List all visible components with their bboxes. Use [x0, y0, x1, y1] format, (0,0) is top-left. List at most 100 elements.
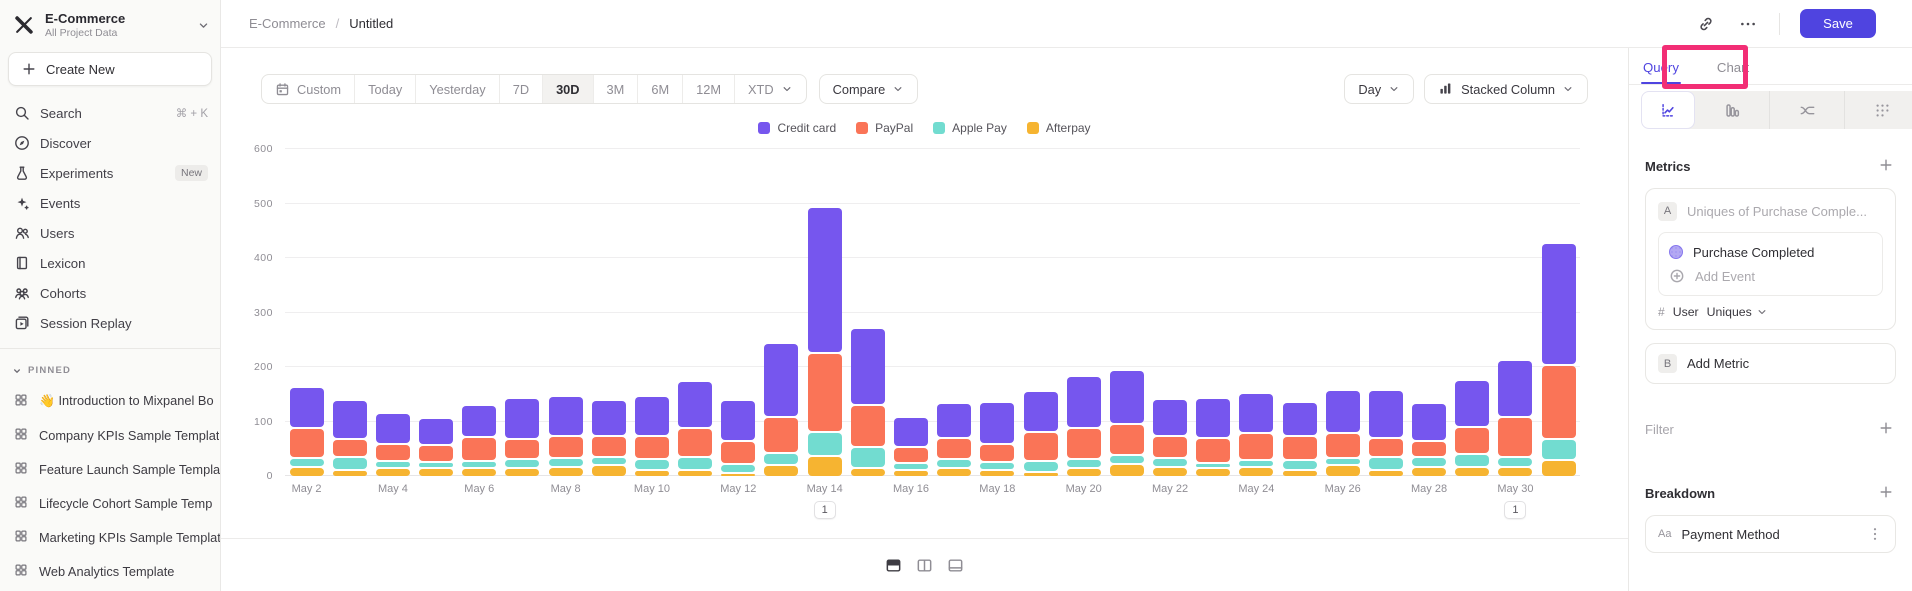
legend-item-paypal[interactable]: PayPal: [856, 121, 913, 135]
range-label: 7D: [512, 81, 530, 97]
bar-may-28[interactable]: [1412, 404, 1447, 476]
bar-may-20[interactable]: [1066, 377, 1101, 476]
link-icon[interactable]: [1695, 13, 1717, 35]
pinned-board-company-kpis[interactable]: Company KPIs Sample Templat: [0, 418, 220, 452]
bar-may-6[interactable]: [462, 406, 497, 476]
kebab-menu-icon[interactable]: [1867, 526, 1883, 542]
badge-slot-may-12: [717, 501, 760, 523]
bar-may-17[interactable]: [937, 404, 972, 476]
bar-may-31[interactable]: [1541, 244, 1576, 476]
bar-may-29[interactable]: [1455, 381, 1490, 476]
sidebar-item-label: Lexicon: [40, 255, 86, 271]
granularity-dropdown[interactable]: Day: [1344, 74, 1415, 104]
metric-a-name-row[interactable]: A Uniques of Purchase Comple...: [1658, 199, 1883, 223]
report-type-flow[interactable]: [1770, 91, 1845, 129]
bar-may-21[interactable]: [1109, 371, 1144, 476]
bar-may-23[interactable]: [1196, 399, 1231, 476]
pinned-section-header[interactable]: PINNED: [0, 359, 220, 384]
sidebar-item-discover[interactable]: Discover: [0, 128, 220, 158]
pinned-board-feature-launch[interactable]: Feature Launch Sample Templa: [0, 452, 220, 486]
query-panel: Query Chart Metrics A Uniques of Purchas…: [1628, 48, 1912, 591]
range-30d[interactable]: 30D: [543, 75, 594, 103]
bar-may-30[interactable]: [1498, 361, 1533, 476]
compare-button[interactable]: Compare: [818, 74, 919, 104]
pinned-board-intro-board[interactable]: 👋 Introduction to Mixpanel Bo: [0, 384, 220, 418]
bar-may-22[interactable]: [1153, 400, 1188, 476]
bar-may-10[interactable]: [634, 397, 669, 476]
bar-may-5[interactable]: [419, 419, 454, 476]
legend-item-credit-card[interactable]: Credit card: [758, 121, 836, 135]
legend-item-afterpay[interactable]: Afterpay: [1026, 121, 1091, 135]
save-button[interactable]: Save: [1800, 9, 1876, 38]
report-type-insights[interactable]: [1641, 91, 1695, 129]
pinned-board-lifecycle-cohort[interactable]: Lifecycle Cohort Sample Temp: [0, 486, 220, 520]
bar-may-27[interactable]: [1368, 391, 1403, 476]
tab-chart[interactable]: Chart: [1716, 60, 1750, 75]
range-yesterday[interactable]: Yesterday: [416, 75, 500, 103]
bar-may-7[interactable]: [505, 399, 540, 476]
sidebar-item-experiments[interactable]: Experiments New: [0, 158, 220, 188]
y-tick-label: 200: [253, 361, 273, 373]
tab-query[interactable]: Query: [1641, 60, 1681, 84]
chart-type-dropdown[interactable]: Stacked Column: [1424, 74, 1588, 104]
bar-may-3[interactable]: [332, 401, 367, 476]
legend-item-apple-pay[interactable]: Apple Pay: [933, 121, 1007, 135]
sidebar-item-cohorts[interactable]: Cohorts: [0, 278, 220, 308]
add-breakdown-plus-icon[interactable]: [1878, 484, 1896, 502]
more-icon[interactable]: [1737, 13, 1759, 35]
pinned-header-label: PINNED: [28, 365, 72, 376]
range-12m[interactable]: 12M: [683, 75, 736, 103]
report-type-funnel[interactable]: [1695, 91, 1770, 129]
create-new-button[interactable]: Create New: [8, 52, 212, 86]
breadcrumb-page-title[interactable]: Untitled: [349, 16, 394, 31]
bar-may-15[interactable]: [850, 329, 885, 476]
layout-split-horizontal-button[interactable]: [883, 554, 905, 576]
bar-may-2[interactable]: [289, 388, 324, 476]
event-row[interactable]: Purchase Completed: [1669, 240, 1872, 264]
bar-may-16[interactable]: [893, 418, 928, 476]
bar-may-26[interactable]: [1325, 391, 1360, 476]
sidebar-item-users[interactable]: Users: [0, 218, 220, 248]
x-tick-may-17: [933, 483, 976, 495]
entity-selector[interactable]: User: [1672, 305, 1699, 319]
report-type-retention[interactable]: [1845, 91, 1912, 129]
range-today[interactable]: Today: [355, 75, 417, 103]
sidebar: E-Commerce All Project Data Create New S…: [0, 0, 221, 591]
sidebar-item-events[interactable]: Events: [0, 188, 220, 218]
add-filter-plus-icon[interactable]: [1878, 420, 1896, 438]
bar-may-14[interactable]: [807, 208, 842, 476]
bar-may-13[interactable]: [764, 344, 799, 476]
bar-may-4[interactable]: [375, 414, 410, 476]
project-switcher[interactable]: E-Commerce All Project Data: [0, 0, 220, 48]
bar-may-9[interactable]: [591, 401, 626, 476]
layout-split-vertical-button[interactable]: [914, 554, 936, 576]
range-custom[interactable]: Custom: [262, 75, 356, 103]
layout-panel-bottom-button[interactable]: [945, 554, 967, 576]
add-metric-plus-icon[interactable]: [1878, 157, 1896, 175]
breadcrumb-project[interactable]: E-Commerce: [249, 16, 326, 31]
bar-may-19[interactable]: [1023, 392, 1058, 476]
range-3m[interactable]: 3M: [594, 75, 639, 103]
add-event-row[interactable]: Add Event: [1669, 264, 1872, 288]
pinned-board-marketing-kpis[interactable]: Marketing KPIs Sample Templat: [0, 520, 220, 554]
pinned-board-web-analytics[interactable]: Web Analytics Template: [0, 554, 220, 588]
range-7d[interactable]: 7D: [500, 75, 544, 103]
bar-may-12[interactable]: [721, 401, 756, 476]
y-tick-label: 500: [253, 197, 273, 210]
sidebar-item-lexicon[interactable]: Lexicon: [0, 248, 220, 278]
annotation-badge[interactable]: 1: [1504, 501, 1527, 519]
add-metric-card[interactable]: B Add Metric: [1645, 343, 1896, 384]
sidebar-item-session-replay[interactable]: Session Replay: [0, 308, 220, 338]
bar-may-25[interactable]: [1282, 403, 1317, 476]
bar-may-11[interactable]: [678, 382, 713, 476]
range-xtd[interactable]: XTD: [735, 75, 806, 103]
bar-may-8[interactable]: [548, 397, 583, 476]
range-6m[interactable]: 6M: [638, 75, 684, 103]
bar-slot-may-25: [1278, 149, 1321, 476]
bar-may-18[interactable]: [980, 403, 1015, 476]
breakdown-card[interactable]: Aa Payment Method: [1645, 515, 1896, 553]
aggregation-selector[interactable]: Uniques: [1707, 305, 1769, 319]
bar-may-24[interactable]: [1239, 394, 1274, 476]
annotation-badge[interactable]: 1: [813, 501, 836, 519]
sidebar-item-search[interactable]: Search ⌘ + K: [0, 98, 220, 128]
